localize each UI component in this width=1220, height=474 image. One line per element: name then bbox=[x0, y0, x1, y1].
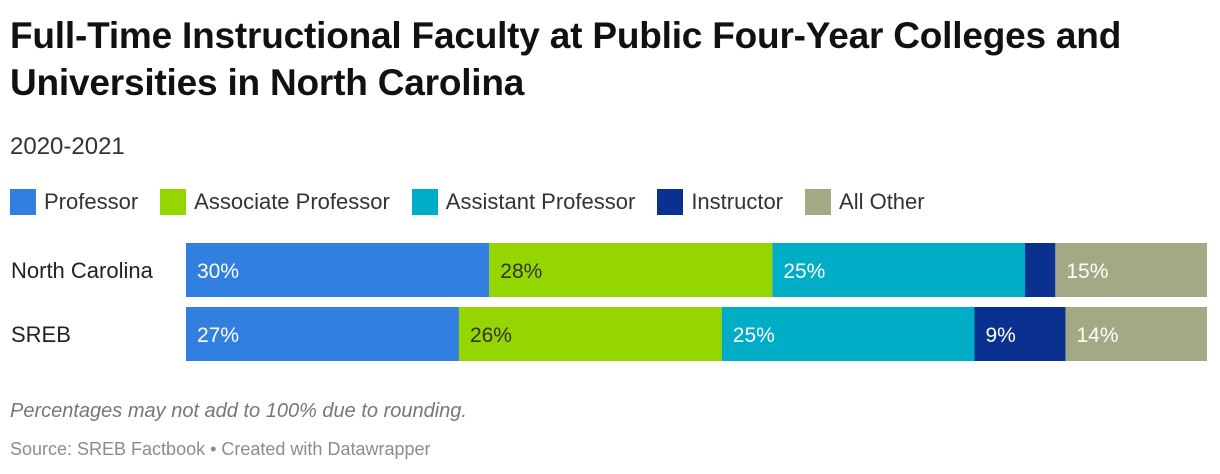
chart-title: Full-Time Instructional Faculty at Publi… bbox=[10, 15, 1122, 103]
bar-segment-sreb-all-other bbox=[1065, 307, 1207, 361]
row-label-sreb: SREB bbox=[11, 322, 71, 347]
bar-segment-sreb-professor bbox=[186, 307, 459, 361]
bar-segment-north-carolina-all-other bbox=[1055, 243, 1207, 297]
data-label-sreb-all-other: 14% bbox=[1076, 324, 1118, 347]
legend-item-assistant-professor: Assistant Professor bbox=[411, 189, 636, 215]
legend-swatch bbox=[805, 189, 832, 215]
bar-segment-north-carolina-associate-professor bbox=[489, 243, 773, 297]
bar-segment-north-carolina-assistant-professor bbox=[772, 243, 1026, 297]
legend-item-associate-professor: Associate Professor bbox=[160, 189, 390, 215]
legend-item-all-other: All Other bbox=[805, 189, 925, 215]
legend-label: Instructor bbox=[691, 189, 784, 214]
legend-swatch bbox=[160, 189, 187, 215]
legend-label: All Other bbox=[839, 189, 925, 214]
data-label-sreb-instructor: 9% bbox=[985, 324, 1015, 347]
data-label-sreb-associate-professor: 26% bbox=[470, 324, 512, 347]
row-label-north-carolina: North Carolina bbox=[11, 258, 154, 283]
legend-item-professor: Professor bbox=[10, 189, 138, 215]
chart-legend: Professor Associate Professor Assistant Pr… bbox=[10, 186, 947, 218]
legend-item-instructor: Instructor bbox=[657, 189, 783, 215]
bar-segment-north-carolina-instructor bbox=[1025, 243, 1056, 297]
bar-segment-sreb-instructor bbox=[974, 307, 1066, 361]
bar-segment-north-carolina-professor bbox=[186, 243, 490, 297]
bar-segment-sreb-assistant-professor bbox=[721, 307, 975, 361]
data-label-north-carolina-professor: 30% bbox=[197, 260, 239, 283]
data-label-sreb-professor: 27% bbox=[197, 324, 239, 347]
chart-subtitle: 2020-2021 bbox=[10, 133, 125, 160]
legend-label: Assistant Professor bbox=[445, 189, 636, 214]
legend-label: Associate Professor bbox=[194, 189, 390, 214]
data-label-north-carolina-assistant-professor: 25% bbox=[783, 260, 825, 283]
legend-swatch bbox=[657, 189, 684, 215]
legend-swatch bbox=[411, 189, 438, 215]
data-label-north-carolina-all-other: 15% bbox=[1066, 260, 1108, 283]
data-label-sreb-assistant-professor: 25% bbox=[733, 324, 775, 347]
legend-swatch bbox=[10, 189, 36, 215]
rounding-note: Percentages may not add to 100% due to r… bbox=[10, 400, 467, 422]
source-line: Source: SREB Factbook • Created with Dat… bbox=[10, 439, 431, 459]
bar-segment-sreb-associate-professor bbox=[458, 307, 722, 361]
data-label-north-carolina-associate-professor: 28% bbox=[500, 260, 542, 283]
legend-label: Professor bbox=[44, 189, 139, 214]
